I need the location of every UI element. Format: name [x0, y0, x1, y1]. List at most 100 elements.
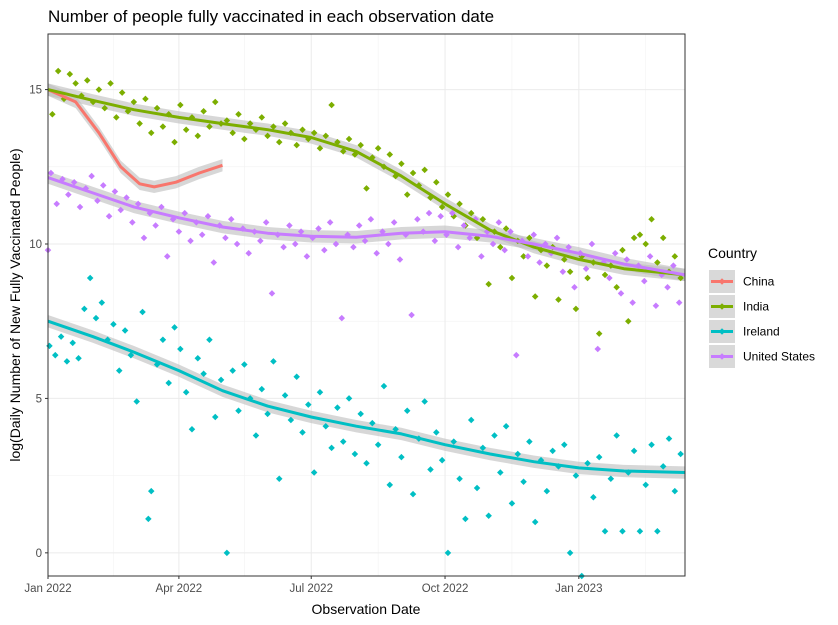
india-data-point: [403, 191, 411, 198]
united-states-data-point: [530, 231, 538, 238]
united-states-data-point: [629, 299, 636, 306]
india-data-point: [502, 225, 510, 232]
ireland-data-point: [328, 444, 335, 452]
india-data-point: [467, 209, 475, 217]
united-states-data-point: [466, 234, 474, 242]
india-data-point: [456, 200, 463, 208]
ireland-data-point: [363, 460, 370, 467]
ireland-data-point: [386, 481, 394, 489]
united-states-data-point: [385, 240, 392, 248]
chart-title: Number of people fully vaccinated in eac…: [48, 7, 494, 26]
united-states-data-point: [617, 290, 625, 297]
india-data-point: [630, 234, 638, 242]
india-data-point: [241, 135, 248, 143]
united-states-data-point: [181, 209, 188, 217]
united-states-data-point: [332, 240, 340, 248]
y-tick-label: 0: [36, 548, 42, 560]
ireland-data-point: [127, 351, 135, 359]
india-data-point: [299, 126, 306, 133]
ireland-data-point: [92, 314, 100, 322]
india-data-point: [543, 262, 551, 269]
united-states-data-point: [536, 259, 543, 266]
ireland-data-point: [275, 475, 283, 482]
y-tick-label: 10: [29, 239, 42, 251]
ireland-data-point: [206, 336, 213, 343]
ireland-data-point: [165, 379, 172, 387]
india-data-point: [206, 123, 213, 130]
india-data-point: [409, 169, 417, 177]
india-data-point: [613, 283, 620, 291]
india-data-point: [264, 132, 271, 140]
india-data-point: [177, 101, 184, 109]
ireland-data-point: [642, 481, 649, 489]
ireland-data-point: [252, 432, 260, 439]
legend-point-ireland: [718, 328, 726, 335]
india-data-point: [293, 141, 300, 149]
united-states-data-point: [350, 243, 357, 251]
india-data-point: [194, 132, 202, 140]
united-states-data-point: [495, 219, 503, 226]
india-data-point: [386, 151, 394, 158]
legend-label-ireland: Ireland: [743, 325, 780, 339]
india-data-point: [136, 120, 143, 127]
india-data-point: [485, 280, 492, 288]
india-data-point: [130, 98, 138, 106]
united-states-data-point: [611, 250, 619, 257]
united-states-data-point: [513, 351, 520, 359]
united-states-data-point: [164, 253, 171, 260]
india-data-point: [648, 216, 655, 223]
united-states-data-point: [65, 191, 72, 198]
united-states-data-point: [565, 243, 572, 251]
india-data-point: [619, 246, 626, 254]
india-data-point: [654, 259, 661, 266]
india-data-point: [235, 111, 242, 118]
legend-point-india: [718, 303, 726, 310]
united-states-data-point: [355, 222, 363, 229]
india-data-point: [479, 216, 487, 223]
ireland-data-point: [258, 385, 266, 393]
ireland-data-point: [200, 370, 207, 377]
ireland-data-point: [485, 512, 492, 520]
ireland-data-point: [339, 438, 347, 445]
united-states-data-point: [437, 212, 444, 220]
ireland-data-point: [281, 392, 289, 399]
united-states-data-point: [641, 277, 648, 285]
india-trend-line: [47, 88, 686, 277]
ireland-data-point: [531, 518, 539, 526]
ireland-data-point: [75, 355, 82, 362]
x-axis-ticks: Jan 2022 Apr 2022 Jul 2022 Oct 2022 Jan 2023: [24, 576, 602, 595]
india-data-point: [636, 231, 644, 238]
united-states-data-point: [187, 237, 194, 245]
united-states-data-point: [460, 222, 468, 229]
ireland-data-point: [595, 453, 603, 461]
united-states-data-point: [198, 231, 206, 238]
united-states-data-point: [454, 243, 462, 251]
india-data-point: [275, 138, 283, 146]
united-states-data-point: [408, 311, 415, 319]
y-axis-title: log(Daily Number of New Fully Vaccinated…: [7, 148, 23, 461]
y-tick-label: 15: [29, 85, 42, 97]
ireland-data-point: [81, 305, 88, 313]
united-states-trend-line: [47, 176, 686, 277]
india-data-point: [642, 240, 649, 248]
india-data-point: [72, 80, 79, 87]
india-data-point: [270, 123, 277, 130]
ireland-data-point: [63, 358, 71, 365]
ireland-data-point: [543, 487, 551, 495]
united-states-data-point: [553, 234, 561, 242]
india-data-point: [223, 117, 231, 124]
united-states-data-point: [571, 283, 578, 291]
ireland-data-point: [69, 339, 76, 347]
legend-label-india: India: [743, 300, 769, 314]
india-data-point: [531, 293, 539, 300]
plot-border: [47, 33, 686, 577]
united-states-data-point: [606, 274, 613, 282]
united-states-data-point: [664, 283, 671, 291]
united-states-data-point: [367, 216, 375, 223]
united-states-data-point: [280, 243, 287, 251]
ireland-data-point: [462, 515, 469, 523]
united-states-data-point: [262, 219, 270, 226]
ireland-data-point: [561, 441, 568, 448]
ireland-data-point: [630, 447, 638, 455]
ireland-data-point: [421, 398, 428, 405]
